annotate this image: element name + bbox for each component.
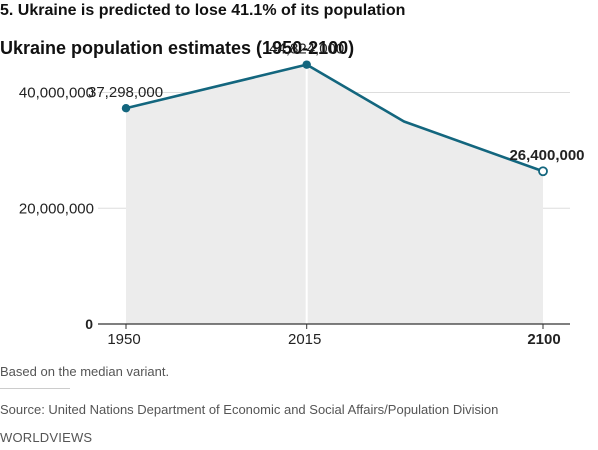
- y-tick-label: 20,000,000: [19, 200, 94, 217]
- y-tick-label: 0: [85, 316, 93, 332]
- x-tick-label: 2100: [527, 331, 560, 348]
- y-tick-label: 40,000,000: [19, 85, 94, 102]
- point-marker: [121, 103, 131, 113]
- headline: 5. Ukraine is predicted to lose 41.1% of…: [0, 2, 406, 19]
- data-label: 26,400,000: [509, 147, 584, 164]
- data-label: 37,298,000: [88, 84, 163, 101]
- x-tick-label: 2015: [288, 331, 321, 348]
- area-fill: [126, 64, 543, 324]
- brand-label: WORLDVIEWS: [0, 430, 93, 445]
- point-marker: [538, 166, 548, 177]
- point-marker: [302, 60, 311, 69]
- chart-note: Based on the median variant.: [0, 364, 170, 379]
- x-tick-label: 1950: [107, 331, 140, 348]
- chart-title: Ukraine population estimates (1950-2100): [0, 38, 355, 58]
- source-line: Source: United Nations Department of Eco…: [0, 402, 499, 417]
- population-line: [124, 63, 545, 173]
- note-divider: [0, 388, 70, 389]
- population-chart: 0 20,000,000 40,000,000 1950 2015 2100 37,298,…: [19, 41, 585, 348]
- data-label: 44,824,000: [269, 41, 344, 58]
